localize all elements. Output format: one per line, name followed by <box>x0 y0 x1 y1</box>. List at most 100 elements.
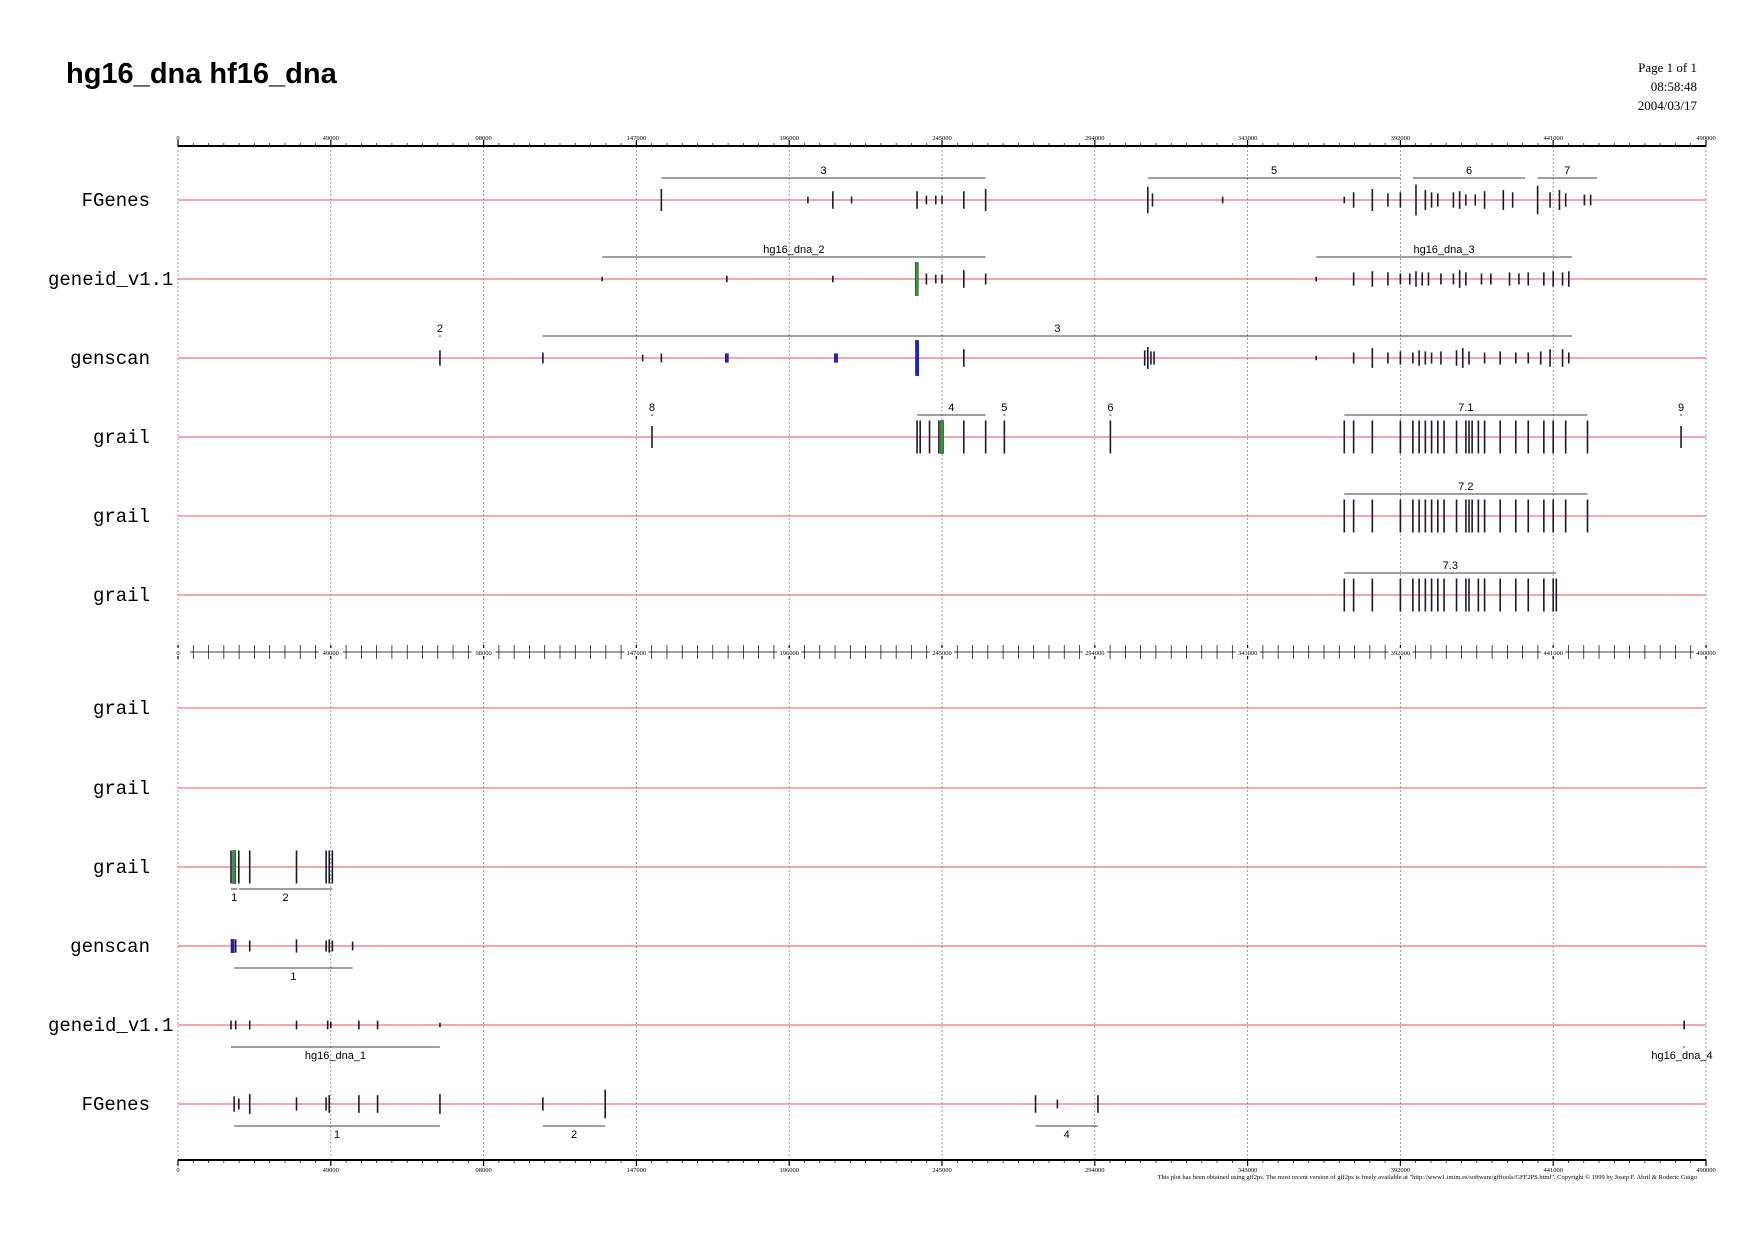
gene-feature <box>1408 273 1411 285</box>
gene-feature <box>328 850 331 884</box>
gene-label: 3 <box>820 165 826 177</box>
track-fgenes: FGenes 1 2 4 <box>82 1089 1706 1141</box>
gene-feature <box>1458 270 1461 288</box>
gene-feature <box>1552 271 1554 287</box>
axis-label-bg <box>166 648 190 656</box>
gene-feature <box>230 939 235 953</box>
gene-feature <box>1352 578 1355 612</box>
gene-label: hg16_dna_2 <box>763 244 824 256</box>
gene-feature <box>1527 352 1530 364</box>
gene-feature <box>1683 1020 1685 1030</box>
gene-label: 9 <box>1678 402 1684 414</box>
gene-feature <box>1567 352 1570 364</box>
gene-feature <box>1147 347 1149 369</box>
gene-feature <box>1343 578 1346 612</box>
gene-label: 7 <box>1564 165 1570 177</box>
gene-feature <box>1418 578 1420 612</box>
gene-feature <box>1552 499 1554 533</box>
gene-feature <box>1437 499 1439 533</box>
gene-label: 1 <box>290 971 296 983</box>
gene-feature <box>914 262 919 296</box>
track-label: genscan <box>70 348 150 370</box>
gene-label: 7.3 <box>1443 560 1458 572</box>
page-date: 2004/03/17 <box>1637 98 1697 113</box>
gene-feature <box>963 420 965 454</box>
gene-feature <box>938 420 940 454</box>
axis-tick-label: 49000 <box>323 1167 339 1174</box>
gene-feature <box>238 1098 240 1110</box>
gene-feature <box>1552 578 1554 612</box>
gene-feature <box>1399 273 1402 285</box>
gene-feature <box>248 1094 251 1114</box>
gene-feature <box>1514 352 1517 364</box>
gene-feature <box>1430 352 1433 364</box>
axis-label-bg <box>1082 648 1107 656</box>
gene-feature <box>1461 348 1464 368</box>
track-grail: grail 1 2 <box>93 850 1706 904</box>
gene-feature <box>1471 499 1473 533</box>
gene-feature <box>834 353 838 363</box>
gene-feature <box>1508 272 1511 286</box>
track-genscan: genscan 1 <box>70 936 1706 983</box>
track-label: FGenes <box>82 1094 150 1116</box>
gene-feature <box>916 420 918 454</box>
gene-feature <box>1477 499 1480 533</box>
gene-feature <box>1343 196 1346 204</box>
middle-scale-axis: 0 49000 98000 147000 196000 245000 294000 34300… <box>166 645 1718 659</box>
gene-feature <box>1499 351 1501 365</box>
gene-feature <box>295 939 298 953</box>
gene-feature <box>233 1096 235 1112</box>
gene-feature <box>328 939 331 953</box>
gene-feature <box>1458 191 1461 209</box>
gene-feature <box>832 275 834 283</box>
gene-feature <box>1452 273 1455 285</box>
axis-tick-label: 294000 <box>1085 650 1105 657</box>
axis-tick-label: 49000 <box>323 650 339 657</box>
gene-feature <box>1490 273 1492 285</box>
axis-tick-label: 196000 <box>779 650 799 657</box>
gene-feature <box>660 189 663 211</box>
gene-label: 4 <box>1064 1129 1070 1141</box>
axis-label-bg <box>1388 648 1413 656</box>
track-label: grail <box>93 698 150 720</box>
axis-label-bg <box>1694 648 1718 656</box>
gene-feature <box>1352 192 1355 208</box>
gene-feature <box>1399 420 1402 454</box>
track-geneid-v1-1: geneid_v1.1 hg16_dna_2 hg16_dna_3 <box>48 244 1706 296</box>
gene-feature <box>1499 499 1501 533</box>
gene-feature <box>295 850 298 884</box>
gene-feature <box>1514 420 1517 454</box>
gene-feature <box>725 353 729 363</box>
gene-feature <box>1153 351 1155 365</box>
gene-label: 1 <box>231 892 237 904</box>
gene-feature <box>1399 192 1402 208</box>
gene-feature <box>325 850 327 884</box>
gene-feature <box>984 420 987 454</box>
track-label: grail <box>93 778 150 800</box>
axis-label-bg <box>624 648 649 656</box>
axis-tick-label: 392000 <box>1391 1167 1411 1174</box>
axis-tick-label: 490000 <box>1696 1167 1716 1174</box>
track-label: geneid_v1.1 <box>48 269 173 291</box>
gene-feature <box>1387 352 1389 364</box>
gene-feature <box>1418 350 1420 366</box>
gene-feature <box>1430 192 1433 208</box>
gene-feature <box>1315 276 1318 282</box>
gene-feature <box>1455 578 1458 612</box>
gene-feature <box>1343 420 1346 454</box>
gene-label: 2 <box>437 323 443 335</box>
gene-label: 2 <box>571 1129 577 1141</box>
copyright-footer: This plot has been obtained using gff2ps… <box>1157 1174 1697 1181</box>
gene-feature <box>1221 196 1224 204</box>
gene-feature <box>601 276 603 282</box>
gene-feature <box>963 191 965 209</box>
gene-feature <box>1440 351 1442 365</box>
gene-feature <box>1527 420 1530 454</box>
axis-tick-label: 490000 <box>1696 135 1716 142</box>
gene-feature <box>234 1020 237 1030</box>
gene-feature <box>1549 192 1551 208</box>
gene-feature <box>1430 420 1433 454</box>
gene-feature <box>351 941 354 951</box>
axis-tick-label: 196000 <box>779 1167 799 1174</box>
